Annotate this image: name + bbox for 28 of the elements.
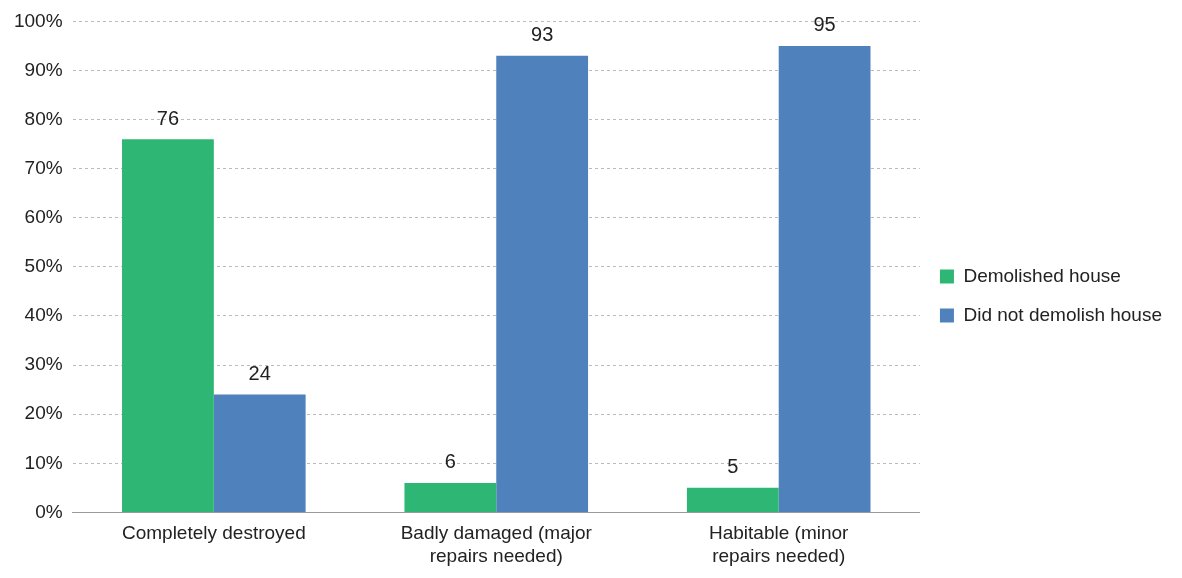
- data-label: 5: [727, 455, 739, 478]
- bar: [686, 487, 779, 512]
- legend-label: Demolished house: [963, 264, 1121, 286]
- x-tick-label: Completely destroyed: [121, 522, 306, 544]
- bar: [213, 394, 306, 512]
- bar: [778, 45, 871, 512]
- data-label: 76: [156, 106, 180, 129]
- legend-label: Did not demolish house: [963, 303, 1163, 325]
- y-tick-label: 100%: [13, 9, 63, 31]
- bar: [122, 139, 214, 512]
- y-tick-label: 20%: [24, 402, 63, 424]
- bar: [404, 482, 497, 512]
- y-tick-label: 90%: [24, 58, 63, 80]
- y-tick-label: 30%: [24, 353, 63, 375]
- data-label: 6: [444, 450, 456, 473]
- y-tick-label: 70%: [24, 156, 63, 178]
- data-label: 24: [248, 362, 271, 385]
- x-tick-label: Habitable (minor repairs needed): [709, 522, 850, 566]
- data-label: 95: [813, 13, 836, 36]
- data-label: 93: [531, 23, 554, 46]
- y-tick-label: 50%: [24, 255, 63, 277]
- y-tick-label: 80%: [24, 107, 63, 129]
- y-tick-label: 40%: [24, 304, 63, 326]
- y-tick-label: 0%: [35, 500, 63, 522]
- x-tick-label: Badly damaged (major repairs needed): [400, 522, 593, 566]
- y-tick-label: 10%: [24, 451, 63, 473]
- y-tick-label: 60%: [24, 206, 63, 228]
- bar: [496, 55, 589, 512]
